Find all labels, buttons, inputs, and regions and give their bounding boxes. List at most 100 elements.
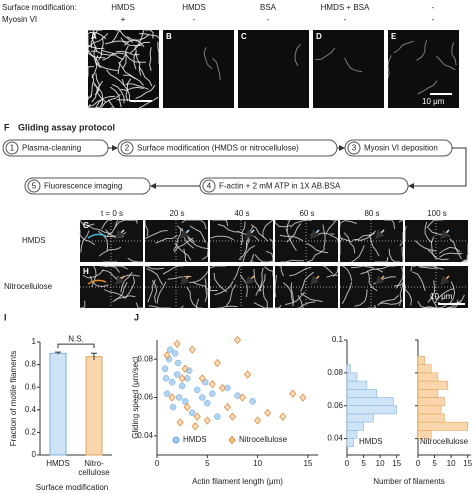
filament [367,304,377,309]
x-tick-label: 10 [253,459,262,468]
filament [138,66,153,87]
filament [136,29,145,48]
filament [211,219,229,227]
filament [145,265,165,270]
y-axis-label: Fraction of motile filaments [9,351,18,447]
filament [180,305,184,309]
filament [410,265,417,272]
bar [49,352,67,456]
point [234,392,241,399]
filament [87,98,104,108]
filament [354,289,368,307]
filament [156,281,167,304]
legend-marker [172,436,180,444]
point [178,382,186,390]
condition-myosin: - [267,15,270,24]
bar [417,364,432,374]
point [169,403,177,411]
step-text: Surface modification (HMDS or nitrocellu… [137,144,299,153]
y-tick-label: 0.06 [327,401,343,410]
filament [87,45,100,65]
point [233,335,242,345]
step-number: 3 [352,144,357,153]
step-text: Plasma-cleaning [22,144,81,153]
filament [90,29,99,49]
filament [217,305,238,309]
filament [343,232,356,254]
filament [315,47,336,61]
point [254,416,262,425]
x-tick-label: 5 [361,459,366,468]
arrow [309,275,320,286]
filament [414,240,437,252]
bar [346,364,351,374]
filament [275,304,282,309]
row-label: Myosin VI [2,15,37,24]
filament [294,43,301,67]
x-axis-label: Surface modification [36,483,108,492]
panel-letter: I [4,312,7,322]
filament [97,230,109,252]
filament [262,284,268,309]
y-tick-label: 0.8 [25,360,37,369]
filament [90,74,95,98]
filament [120,86,144,91]
filament [351,245,365,263]
arrow [439,229,450,240]
panel-letter: A [91,32,97,41]
filament [87,94,93,101]
bar [85,356,103,456]
point [166,346,174,353]
filament [107,99,116,109]
filament [112,295,136,303]
filament [88,224,111,234]
point [163,351,171,360]
condition-surface: BSA [260,3,277,12]
filament [80,300,86,309]
point [191,422,199,431]
condition-surface: HMDS + BSA [321,3,370,12]
filament [289,219,313,228]
time-label: 20 s [169,209,184,218]
arrow [114,229,125,240]
x-tick-label: HMDS [46,459,70,468]
filament [424,221,433,244]
point [183,402,191,412]
filament [91,265,97,287]
point [239,393,247,402]
point [199,394,206,401]
step-text: Fluorescence imaging [44,182,122,191]
filament [398,219,404,223]
time-label: 80 s [364,209,379,218]
time-label: t = 0 s [101,209,123,218]
step-badge [202,179,216,193]
flow-arrow [408,147,467,189]
filament [384,219,396,229]
filament [341,265,353,282]
point [214,413,221,420]
filament [388,248,401,263]
filament [186,286,198,309]
filament [417,265,438,269]
bar [417,413,445,423]
x-tick-label: 0 [416,459,421,468]
scale-label: 10 μm [430,292,453,301]
filament [189,225,206,243]
row-label: HMDS [22,236,46,245]
y-tick-label: 1 [32,337,37,346]
filament [212,57,221,81]
arrow [244,275,255,286]
filament [289,266,312,277]
filament [332,266,339,277]
filament [104,289,127,300]
step-badge [120,141,134,155]
filament [173,237,194,253]
x-tick-label: 15 [303,459,312,468]
panel-letter: E [391,32,397,41]
filament [103,260,118,263]
x-tick-label: 0 [345,459,350,468]
point [163,390,171,397]
filament [87,103,91,109]
x-tick-label: 10 [376,459,385,468]
error-bar [55,351,61,355]
